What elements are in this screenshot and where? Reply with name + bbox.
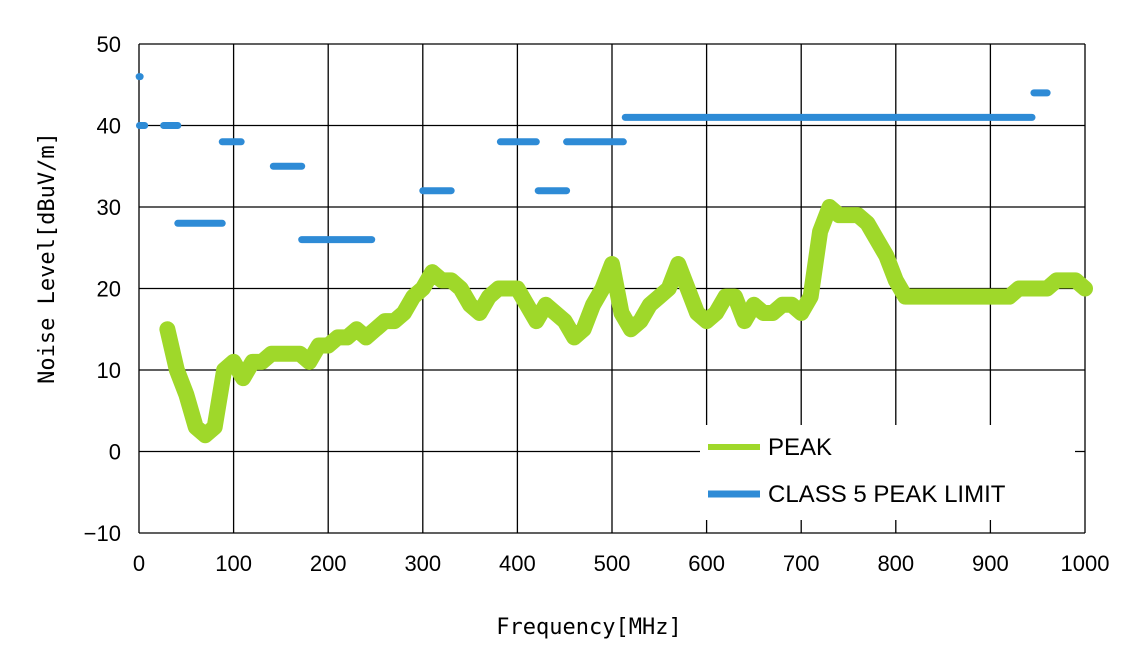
x-tick-label: 1000: [1061, 551, 1110, 576]
x-tick-label: 500: [594, 551, 631, 576]
x-tick-label: 800: [877, 551, 914, 576]
x-tick-label: 600: [688, 551, 725, 576]
x-tick-label: 0: [133, 551, 145, 576]
y-tick-label: 30: [97, 195, 121, 220]
y-tick-label: −10: [84, 521, 121, 546]
legend-box: [700, 425, 1075, 520]
x-tick-label: 100: [215, 551, 252, 576]
x-tick-label: 900: [972, 551, 1009, 576]
y-tick-label: 10: [97, 358, 121, 383]
y-tick-label: 50: [97, 32, 121, 57]
y-axis-label: Noise Level[dBuV/m]: [35, 132, 60, 384]
peak-series-line: [159, 199, 1093, 444]
x-axis-label: Frequency[MHz]: [496, 615, 681, 640]
x-tick-label: 700: [783, 551, 820, 576]
y-tick-label: 20: [97, 277, 121, 302]
x-tick-label: 300: [404, 551, 441, 576]
y-tick-label: 40: [97, 114, 121, 139]
x-tick-label: 200: [310, 551, 347, 576]
legend-peak-label: PEAK: [768, 434, 832, 461]
y-tick-label: 0: [109, 440, 121, 465]
legend-limit-label: CLASS 5 PEAK LIMIT: [768, 481, 1006, 508]
x-tick-label: 400: [499, 551, 536, 576]
